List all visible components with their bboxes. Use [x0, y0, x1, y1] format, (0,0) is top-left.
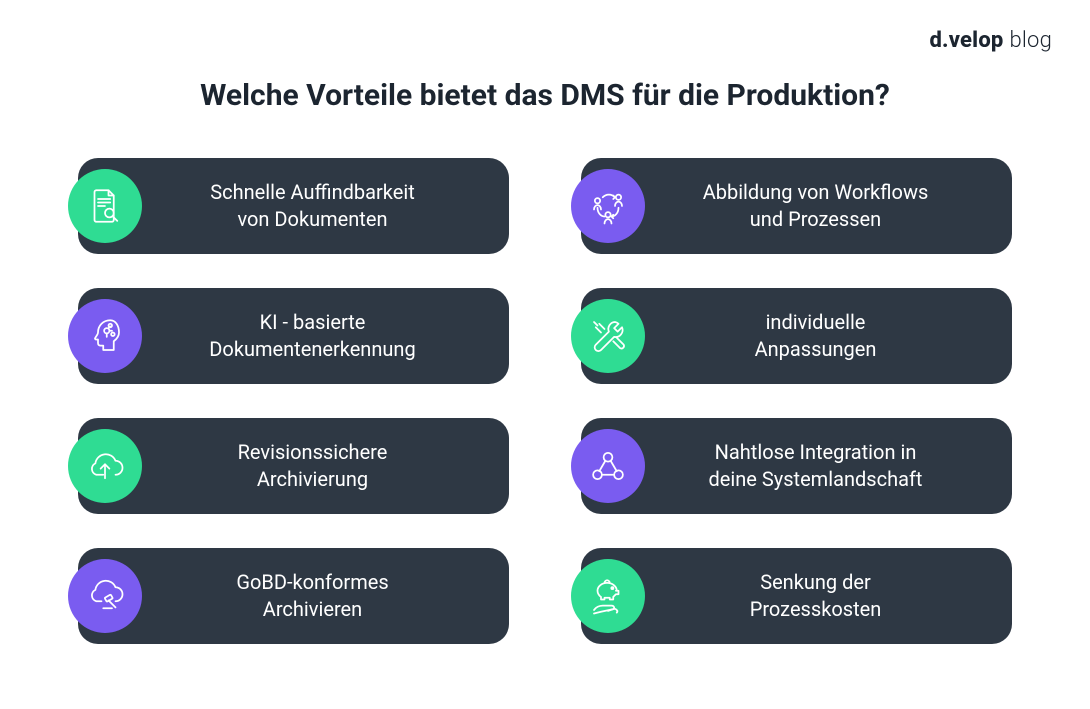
- card-pill: Schnelle Auffindbarkeit von Dokumenten: [78, 158, 509, 254]
- card-pill: Nahtlose Integration in deine Systemland…: [581, 418, 1012, 514]
- card-label: Schnelle Auffindbarkeit von Dokumenten: [210, 179, 415, 233]
- card-cloud-up: Revisionssichere Archivierung: [78, 418, 509, 514]
- card-pill: Revisionssichere Archivierung: [78, 418, 509, 514]
- card-pill: KI - basierte Dokumentenerkennung: [78, 288, 509, 384]
- workflow-icon: [571, 169, 645, 243]
- card-pill: Abbildung von Workflows und Prozessen: [581, 158, 1012, 254]
- brand-logo: d.velop blog: [929, 28, 1052, 53]
- brand-bold: d.velop: [929, 28, 1003, 53]
- card-workflow: Abbildung von Workflows und Prozessen: [581, 158, 1012, 254]
- integration-icon: [571, 429, 645, 503]
- doc-search-icon: [68, 169, 142, 243]
- card-label: individuelle Anpassungen: [755, 309, 877, 363]
- card-tools: individuelle Anpassungen: [581, 288, 1012, 384]
- tools-icon: [571, 299, 645, 373]
- cloud-up-icon: [68, 429, 142, 503]
- cards-grid: Schnelle Auffindbarkeit von Dokumenten A…: [78, 158, 1012, 644]
- brand-thin: blog: [1010, 28, 1053, 53]
- card-pill: GoBD-konformes Archivieren: [78, 548, 509, 644]
- piggy-hand-icon: [571, 559, 645, 633]
- card-ai-head: KI - basierte Dokumentenerkennung: [78, 288, 509, 384]
- card-label: KI - basierte Dokumentenerkennung: [209, 309, 415, 363]
- card-label: Senkung der Prozesskosten: [750, 569, 882, 623]
- card-label: GoBD-konformes Archivieren: [236, 569, 388, 623]
- card-pill: Senkung der Prozesskosten: [581, 548, 1012, 644]
- card-label: Revisionssichere Archivierung: [238, 439, 388, 493]
- card-label: Abbildung von Workflows und Prozessen: [703, 179, 929, 233]
- card-piggy-hand: Senkung der Prozesskosten: [581, 548, 1012, 644]
- card-integration: Nahtlose Integration in deine Systemland…: [581, 418, 1012, 514]
- card-doc-search: Schnelle Auffindbarkeit von Dokumenten: [78, 158, 509, 254]
- card-pill: individuelle Anpassungen: [581, 288, 1012, 384]
- page-title: Welche Vorteile bietet das DMS für die P…: [0, 78, 1090, 113]
- card-label: Nahtlose Integration in deine Systemland…: [709, 439, 923, 493]
- ai-head-icon: [68, 299, 142, 373]
- card-cloud-gavel: GoBD-konformes Archivieren: [78, 548, 509, 644]
- cloud-gavel-icon: [68, 559, 142, 633]
